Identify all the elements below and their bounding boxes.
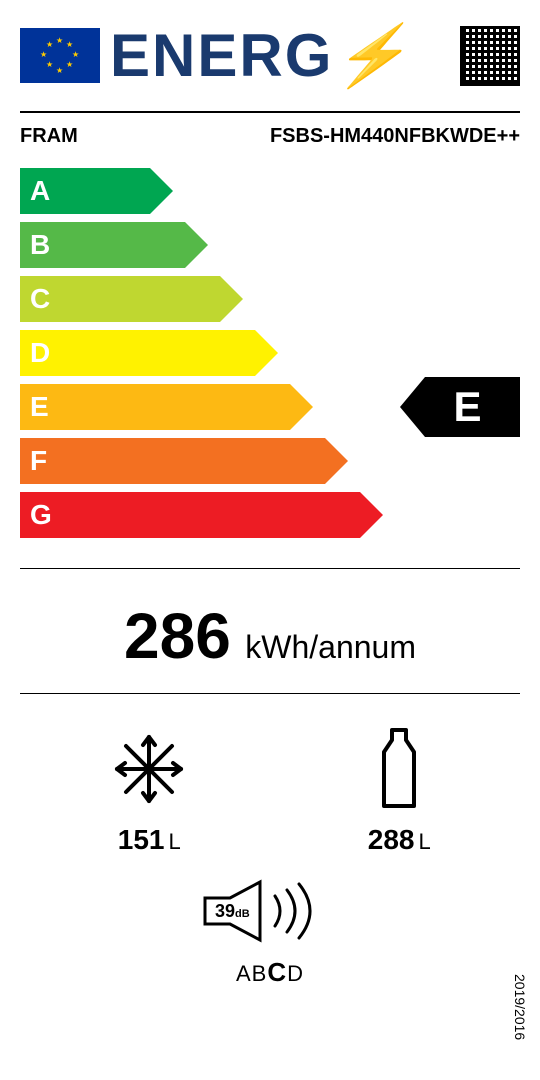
fridge-value: 288: [368, 824, 415, 855]
rating-tag: E: [400, 377, 520, 437]
rating-tag-letter: E: [453, 383, 481, 431]
noise-class-d: D: [287, 961, 304, 986]
rating-letter: E: [30, 391, 49, 423]
regulation-number: 2019/2016: [512, 974, 528, 1040]
noise-emission: 39dB ABCD: [20, 876, 520, 988]
volumes: 151L 288L: [20, 724, 520, 856]
rating-bar-b: B: [20, 222, 520, 268]
eu-flag-icon: ★ ★ ★ ★ ★ ★ ★ ★: [20, 28, 100, 83]
eu-stars: ★ ★ ★ ★ ★ ★ ★ ★: [40, 36, 80, 76]
rating-bar-g: G: [20, 492, 520, 538]
fridge-volume: 288L: [368, 724, 431, 856]
lightning-icon: ⚡: [333, 22, 410, 89]
header: ★ ★ ★ ★ ★ ★ ★ ★ ENERG⚡: [20, 20, 520, 91]
divider: [20, 568, 520, 569]
noise-class-c: C: [267, 957, 287, 987]
noise-classes: ABCD: [20, 957, 520, 988]
noise-class-a: A: [236, 961, 252, 986]
energy-title: ENERG⚡: [110, 20, 450, 91]
freezer-unit: L: [168, 829, 180, 854]
fridge-unit: L: [418, 829, 430, 854]
energy-consumption: 286 kWh/annum: [20, 599, 520, 673]
noise-class-b: B: [252, 961, 268, 986]
rating-letter: F: [30, 445, 47, 477]
divider: [20, 693, 520, 694]
rating-letter: G: [30, 499, 52, 531]
rating-letter: A: [30, 175, 50, 207]
qr-code-icon: [460, 26, 520, 86]
freezer-volume: 151L: [109, 724, 189, 856]
consumption-unit: kWh/annum: [245, 629, 416, 665]
divider: [20, 111, 520, 113]
rating-letter: C: [30, 283, 50, 315]
rating-bar-f: F: [20, 438, 520, 484]
rating-bar-a: A: [20, 168, 520, 214]
freezer-value: 151: [118, 824, 165, 855]
rating-letter: B: [30, 229, 50, 261]
rating-scale: ABCDEFG E: [20, 168, 520, 548]
rating-bar-d: D: [20, 330, 520, 376]
bottle-icon: [368, 724, 431, 814]
snowflake-icon: [109, 724, 189, 814]
brand: FRAM: [20, 125, 78, 148]
product-info: FRAM FSBS-HM440NFBKWDE++: [20, 125, 520, 148]
rating-bar-c: C: [20, 276, 520, 322]
consumption-value: 286: [124, 600, 231, 672]
rating-letter: D: [30, 337, 50, 369]
speaker-icon: 39dB: [195, 876, 345, 946]
model: FSBS-HM440NFBKWDE++: [270, 125, 520, 148]
